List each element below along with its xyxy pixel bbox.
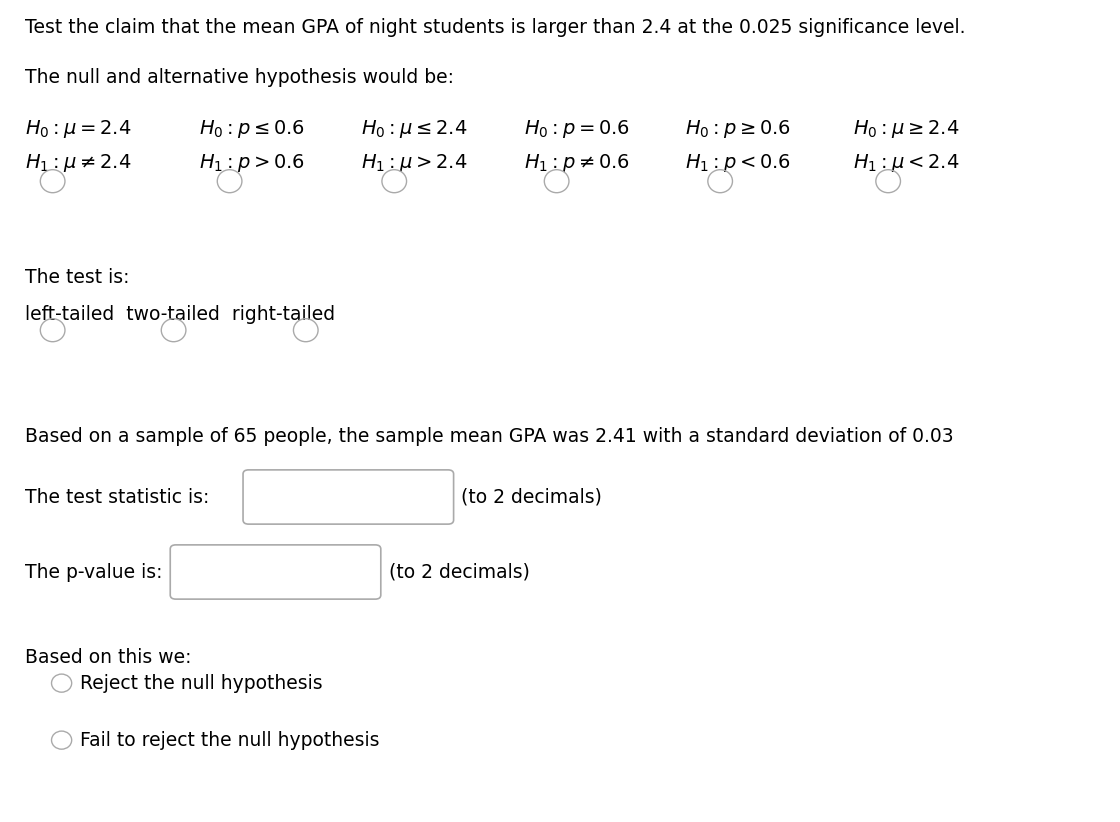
Text: $H_0: \mu \leq 2.4$: $H_0: \mu \leq 2.4$ [361, 118, 467, 140]
Text: $H_1: p < 0.6$: $H_1: p < 0.6$ [685, 152, 792, 174]
Text: The null and alternative hypothesis would be:: The null and alternative hypothesis woul… [25, 68, 454, 87]
Text: The p-value is:: The p-value is: [25, 562, 162, 581]
Text: $H_1: \mu \neq 2.4$: $H_1: \mu \neq 2.4$ [25, 152, 131, 174]
FancyBboxPatch shape [243, 470, 454, 524]
Text: $H_0: p \geq 0.6$: $H_0: p \geq 0.6$ [685, 118, 792, 140]
Text: $H_1: \mu > 2.4$: $H_1: \mu > 2.4$ [361, 152, 467, 174]
Text: $H_0: p = 0.6$: $H_0: p = 0.6$ [524, 118, 631, 140]
Text: $H_1: p > 0.6$: $H_1: p > 0.6$ [199, 152, 306, 174]
Text: $H_0: \mu \geq 2.4$: $H_0: \mu \geq 2.4$ [853, 118, 960, 140]
Text: Reject the null hypothesis: Reject the null hypothesis [80, 674, 323, 693]
Text: $H_1: \mu < 2.4$: $H_1: \mu < 2.4$ [853, 152, 960, 174]
Text: $H_0: p \leq 0.6$: $H_0: p \leq 0.6$ [199, 118, 306, 140]
FancyBboxPatch shape [170, 545, 381, 599]
Text: Fail to reject the null hypothesis: Fail to reject the null hypothesis [80, 731, 379, 750]
Text: (to 2 decimals): (to 2 decimals) [389, 562, 530, 581]
Text: Test the claim that the mean GPA of night students is larger than 2.4 at the 0.0: Test the claim that the mean GPA of nigh… [25, 18, 965, 37]
Text: The test statistic is:: The test statistic is: [25, 487, 209, 506]
Text: Based on a sample of 65 people, the sample mean GPA was 2.41 with a standard dev: Based on a sample of 65 people, the samp… [25, 427, 953, 446]
Text: $H_0: \mu = 2.4$: $H_0: \mu = 2.4$ [25, 118, 131, 140]
Text: The test is:: The test is: [25, 268, 129, 287]
Text: (to 2 decimals): (to 2 decimals) [461, 487, 603, 506]
Text: left-tailed  two-tailed  right-tailed: left-tailed two-tailed right-tailed [25, 305, 335, 324]
Text: $H_1: p \neq 0.6$: $H_1: p \neq 0.6$ [524, 152, 631, 174]
Text: Based on this we:: Based on this we: [25, 648, 192, 667]
